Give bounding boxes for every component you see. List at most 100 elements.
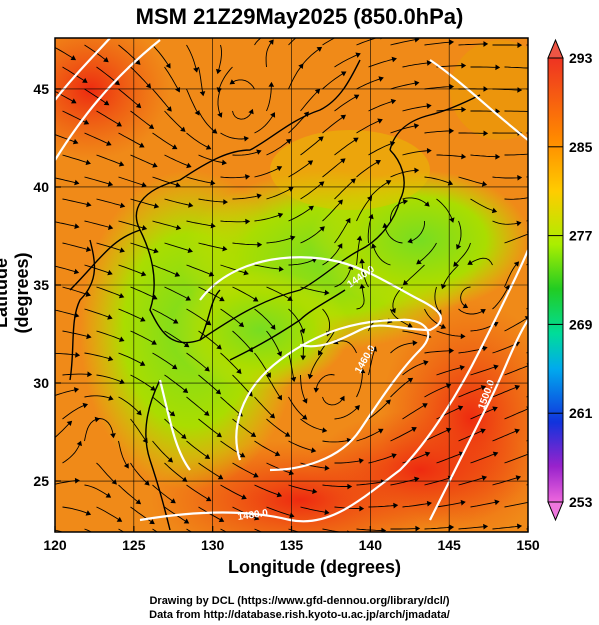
streamline (333, 340, 357, 354)
wind-arrow-icon (171, 364, 178, 370)
wind-arrow-icon (467, 259, 473, 265)
streamline (300, 47, 322, 68)
wind-arrow-icon (74, 223, 80, 229)
streamline (220, 484, 247, 499)
streamline (62, 506, 91, 515)
wind-arrow-icon (182, 387, 189, 393)
wind-arrow-icon (85, 510, 92, 516)
streamline (254, 112, 275, 134)
wind-arrow-icon (153, 203, 160, 209)
wind-arrow-icon (563, 500, 567, 504)
wind-arrow-icon (495, 64, 501, 71)
streamline (322, 243, 343, 266)
streamline (186, 132, 211, 150)
wind-arrow-icon (492, 406, 498, 412)
streamline (130, 242, 159, 253)
wind-arrow-icon (114, 80, 120, 86)
streamline (356, 38, 378, 46)
streamline (152, 132, 177, 150)
streamline (458, 43, 488, 46)
streamline (315, 374, 335, 392)
streamline (198, 418, 222, 438)
streamline (186, 176, 215, 184)
wind-arrow-icon (145, 82, 152, 89)
wind-arrow-icon (354, 405, 360, 411)
streamline (254, 166, 282, 178)
streamline (152, 440, 173, 463)
streamline (300, 226, 325, 244)
wind-arrow-icon (378, 76, 384, 82)
x-tick-label: 150 (516, 537, 540, 553)
wind-arrow-icon (221, 159, 227, 166)
streamline (84, 528, 93, 532)
wind-arrow-icon (390, 98, 397, 105)
wind-arrow-icon (119, 378, 125, 385)
wind-arrow-icon (299, 328, 306, 334)
streamline (217, 66, 233, 92)
streamline (368, 180, 391, 200)
wind-arrow-icon (276, 166, 283, 172)
streamline (356, 284, 365, 310)
wind-arrow-icon (139, 142, 145, 148)
wind-arrow-icon (316, 46, 323, 52)
temperature-field (55, 38, 528, 532)
streamline (62, 373, 92, 376)
wind-arrow-icon (514, 384, 521, 391)
wind-arrow-icon (239, 452, 246, 458)
streamline (504, 261, 519, 288)
streamline (198, 506, 224, 522)
wind-arrow-icon (516, 220, 522, 227)
streamline (390, 342, 417, 354)
streamline (334, 178, 356, 200)
streamline (152, 44, 171, 69)
streamline (492, 385, 520, 398)
colorbar-tick-label: 269 (569, 316, 593, 332)
streamline (368, 100, 396, 112)
wind-arrow-icon (301, 414, 308, 420)
wind-arrow-icon (287, 295, 293, 301)
wind-arrow-icon (382, 222, 388, 228)
streamline (402, 62, 432, 68)
wind-arrow-icon (152, 162, 158, 168)
wind-arrow-icon (391, 453, 397, 459)
wind-arrow-icon (105, 492, 112, 498)
wind-arrow-icon (76, 440, 82, 447)
streamline (460, 286, 471, 308)
wind-arrow-icon (445, 427, 452, 434)
wind-arrow-icon (350, 178, 356, 184)
streamlines (55, 38, 567, 538)
wind-arrow-icon (118, 336, 125, 342)
streamline (84, 352, 113, 361)
wind-arrow-icon (218, 516, 225, 522)
y-tick-label: 30 (33, 375, 49, 391)
wind-arrow-icon (480, 309, 486, 315)
colorbar: 293 285 277 269 261 253 (547, 38, 593, 522)
streamline (84, 418, 100, 442)
streamline (254, 38, 262, 46)
streamline (458, 176, 487, 186)
wind-arrow-icon (495, 153, 501, 160)
streamline (217, 44, 222, 74)
wind-arrow-icon (74, 534, 78, 538)
streamline (434, 286, 442, 315)
wind-arrow-icon (140, 270, 147, 277)
wind-arrow-icon (265, 372, 271, 378)
wind-arrow-icon (82, 402, 89, 409)
wind-arrow-icon (186, 162, 192, 169)
streamline (288, 528, 301, 532)
wind-arrow-icon (165, 62, 171, 69)
wind-arrow-icon (290, 376, 297, 383)
wind-arrow-icon (402, 199, 409, 205)
streamline (232, 150, 261, 156)
streamline (458, 525, 488, 530)
wind-arrow-icon (460, 333, 466, 340)
wind-arrow-icon (106, 140, 112, 146)
wind-arrow-icon (110, 433, 116, 439)
streamline (402, 330, 431, 338)
streamline (424, 308, 446, 329)
streamline (526, 44, 528, 46)
wind-arrow-icon (504, 284, 510, 291)
streamline (356, 480, 386, 486)
streamline (424, 86, 454, 90)
streamline (322, 439, 352, 443)
